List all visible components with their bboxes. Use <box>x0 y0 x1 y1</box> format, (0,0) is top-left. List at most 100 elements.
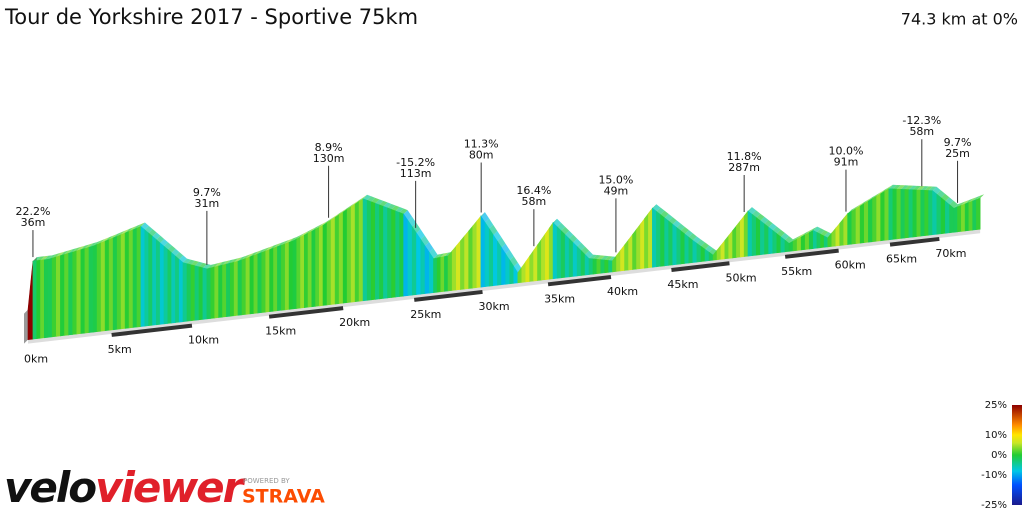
annotation-grade: 11.8% <box>727 150 762 163</box>
road-marker <box>414 289 483 302</box>
profile-top <box>383 202 392 208</box>
profile-top <box>672 220 681 228</box>
profile-top <box>945 197 954 205</box>
profile-strip <box>407 219 413 296</box>
profile-top <box>129 225 138 232</box>
profile-top <box>768 223 777 231</box>
profile-strip <box>375 202 380 300</box>
x-tick-label: 55km <box>781 265 812 278</box>
profile-top <box>752 210 761 218</box>
road <box>28 229 981 344</box>
profile-top <box>152 232 161 240</box>
profile-strip <box>68 251 74 336</box>
profile-top <box>692 236 701 244</box>
profile-top <box>924 186 933 191</box>
profile-strip <box>560 229 566 279</box>
profile-top <box>756 213 765 221</box>
profile-top <box>888 184 897 189</box>
profile-top <box>581 246 590 255</box>
profile-top <box>379 200 388 207</box>
profile-strip <box>576 245 582 277</box>
profile-strip <box>668 220 674 266</box>
colorbar-label: 0% <box>991 450 1007 461</box>
profile-strip <box>395 210 400 298</box>
profile-top <box>553 218 562 227</box>
x-tick-label: 15km <box>265 325 296 338</box>
profile-strip <box>843 212 848 246</box>
profile-top <box>900 185 909 190</box>
profile-top <box>589 254 597 259</box>
profile-strip <box>747 210 753 257</box>
profile-top <box>249 251 258 257</box>
profile-top <box>851 204 860 212</box>
profile-strip <box>468 225 474 289</box>
profile-top <box>40 255 49 261</box>
profile-strip <box>311 228 316 308</box>
profile-strip <box>307 230 313 308</box>
profile-top <box>957 201 966 207</box>
profile-strip <box>96 242 102 332</box>
profile-strip <box>976 197 981 230</box>
profile-top <box>121 229 130 235</box>
profile-top <box>190 260 199 266</box>
profile-top <box>133 224 141 230</box>
annotation-grade: 9.7% <box>193 186 221 199</box>
profile-strip <box>776 233 782 254</box>
profile-strip <box>961 203 966 232</box>
annotation-length: 91m <box>834 156 859 169</box>
profile-strip <box>148 232 153 326</box>
profile-strip <box>728 229 733 259</box>
profile-top <box>932 186 941 195</box>
profile-top <box>163 242 172 250</box>
profile-strip <box>144 229 149 327</box>
profile-top <box>928 186 937 191</box>
annotation-grade: 9.7% <box>944 136 972 149</box>
profile-top <box>764 220 773 228</box>
profile-strip <box>564 233 570 278</box>
profile-top <box>480 212 490 223</box>
profile-top <box>335 210 344 218</box>
profile-strip <box>420 238 426 295</box>
road-marker <box>784 248 839 259</box>
profile-top <box>949 200 958 209</box>
profile-top <box>920 186 929 191</box>
profile-top <box>433 253 442 259</box>
profile-strip <box>940 197 946 235</box>
profile-top <box>577 242 586 251</box>
profile-top <box>80 244 89 250</box>
profile-top <box>175 252 184 260</box>
x-tick-label: 65km <box>886 253 917 266</box>
profile-top <box>72 246 81 253</box>
profile-top <box>709 248 718 256</box>
profile-strip <box>724 234 730 260</box>
road-marker <box>268 306 344 319</box>
profile-top <box>747 207 757 215</box>
profile-top <box>592 254 601 260</box>
profile-top <box>908 185 917 190</box>
profile-top <box>652 204 661 212</box>
profile-strip <box>588 258 594 275</box>
profile-top <box>261 247 270 253</box>
annotation-grade: 11.3% <box>464 138 499 151</box>
profile-strip <box>40 259 45 339</box>
profile-top <box>238 255 246 262</box>
profile-strip <box>692 239 698 263</box>
profile-strip <box>56 255 61 337</box>
profile-strip <box>596 258 602 274</box>
profile-strip <box>533 244 538 282</box>
profile-top <box>596 255 605 260</box>
profile-top <box>323 218 332 226</box>
profile-strip <box>186 263 192 322</box>
profile-strip <box>957 204 962 233</box>
profile-strip <box>812 230 818 249</box>
annotation-length: 80m <box>469 149 494 162</box>
profile-top <box>76 245 85 251</box>
profile-top <box>285 238 294 244</box>
profile-strip <box>440 256 445 293</box>
profile-top <box>343 205 352 213</box>
profile-top <box>916 186 925 191</box>
profile-strip <box>128 229 134 329</box>
profile-top <box>600 255 609 261</box>
profile-strip <box>788 240 794 252</box>
profile-strip <box>171 252 176 324</box>
